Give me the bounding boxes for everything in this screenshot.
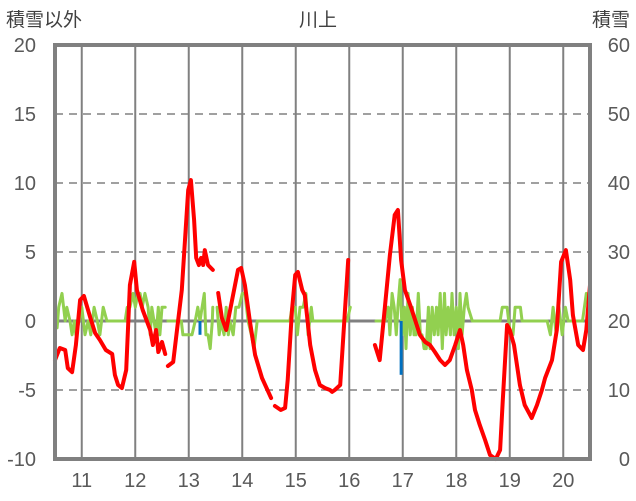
x-tick-label: 12 [124, 470, 146, 492]
x-tick-label: 17 [392, 470, 414, 492]
temperature-line [165, 178, 215, 368]
tick-labels: 11 12 13 14 15 16 17 18 19 2020151050-5-106050403… [7, 35, 630, 492]
secondary-line [374, 278, 591, 351]
x-tick-label: 13 [178, 470, 200, 492]
gridlines [55, 45, 590, 459]
left-axis-title: 積雪以外 [6, 9, 82, 31]
left-y-tick-label: 10 [14, 173, 36, 195]
secondary-line [53, 291, 167, 337]
left-y-tick-label: 15 [14, 104, 36, 126]
secondary-line [166, 291, 215, 351]
left-y-tick-label: -10 [7, 449, 36, 471]
right-y-tick-label: 60 [608, 35, 630, 57]
x-tick-label: 18 [445, 470, 467, 492]
left-y-tick-label: 0 [25, 311, 36, 333]
x-tick-label: 19 [499, 470, 521, 492]
right-y-tick-label: 40 [608, 173, 630, 195]
right-y-tick-label: 20 [608, 311, 630, 333]
left-y-tick-label: 20 [14, 35, 36, 57]
x-tick-label: 16 [338, 470, 360, 492]
right-y-tick-label: 30 [608, 242, 630, 264]
plot-frame [53, 43, 592, 461]
right-axis-title: 積雪 [592, 9, 630, 31]
x-tick-label: 11 [71, 470, 92, 492]
left-y-tick-label: 5 [25, 242, 36, 264]
left-y-tick-label: -5 [18, 380, 36, 402]
x-tick-label: 15 [285, 470, 307, 492]
temperature-line [216, 266, 274, 400]
right-y-tick-label: 10 [608, 380, 630, 402]
chart-title: 川上 [299, 9, 337, 31]
x-tick-label: 20 [552, 470, 574, 492]
temperature-line [272, 258, 351, 412]
right-y-tick-label: 0 [619, 449, 630, 471]
temperature-line [372, 208, 592, 461]
right-y-tick-label: 50 [608, 104, 630, 126]
temperature-line [53, 259, 168, 391]
x-tick-label: 14 [231, 470, 253, 492]
